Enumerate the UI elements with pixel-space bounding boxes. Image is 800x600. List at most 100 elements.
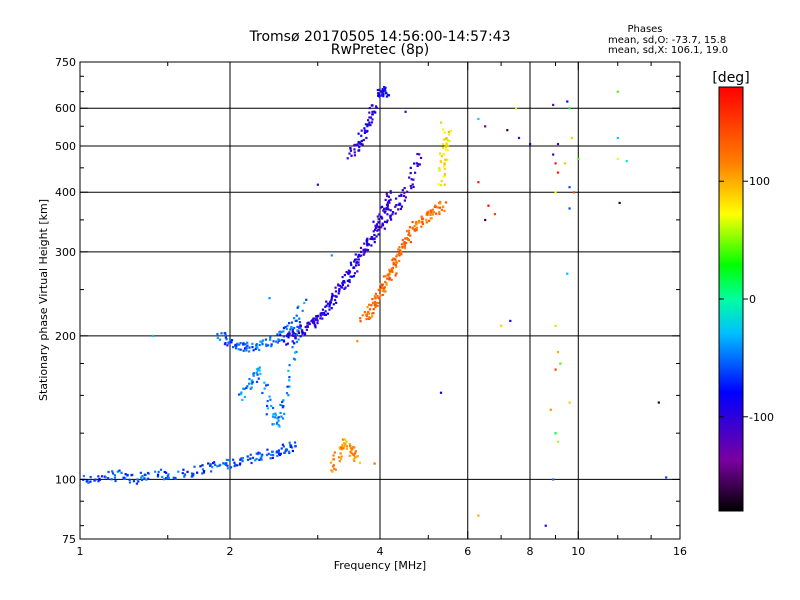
data-point: [274, 412, 277, 415]
data-point: [411, 227, 415, 230]
data-point: [247, 382, 251, 385]
data-point: [328, 308, 331, 311]
data-point: [345, 270, 348, 274]
data-point: [373, 462, 376, 465]
data-point: [332, 465, 335, 468]
data-point: [373, 300, 377, 304]
data-point: [366, 248, 370, 252]
data-point: [260, 341, 264, 344]
data-point: [268, 297, 271, 300]
data-point: [403, 241, 406, 244]
data-point: [568, 401, 571, 404]
data-point: [563, 162, 567, 165]
data-point: [202, 471, 205, 474]
data-point: [259, 372, 262, 375]
data-point: [271, 456, 274, 460]
data-point: [349, 261, 353, 264]
data-point: [294, 445, 297, 448]
data-point: [405, 241, 408, 245]
data-point: [350, 263, 353, 267]
data-point: [181, 472, 184, 475]
data-point: [388, 278, 391, 281]
data-point: [438, 206, 441, 209]
data-point: [239, 341, 242, 345]
data-point: [273, 416, 276, 419]
data-point: [366, 129, 369, 132]
data-point: [394, 197, 398, 200]
data-point: [314, 318, 317, 321]
data-point: [291, 446, 294, 449]
data-point: [277, 416, 280, 419]
data-point: [403, 199, 407, 202]
data-point: [337, 283, 340, 286]
data-point: [334, 468, 338, 471]
data-point: [246, 455, 249, 458]
data-point: [370, 244, 373, 247]
data-point: [276, 417, 279, 420]
data-point: [244, 343, 247, 346]
data-point: [330, 307, 333, 310]
data-point: [417, 221, 420, 224]
data-point: [316, 319, 319, 322]
data-point: [363, 131, 366, 134]
y-tick-label: 75: [62, 533, 76, 546]
data-point: [372, 230, 375, 233]
data-point: [126, 473, 129, 477]
data-point: [434, 204, 437, 207]
data-point: [246, 341, 249, 344]
data-point: [370, 304, 373, 307]
data-point: [420, 225, 423, 228]
data-point: [111, 470, 114, 473]
data-point: [399, 249, 402, 252]
data-point: [554, 191, 557, 194]
data-point: [270, 343, 273, 346]
data-point: [440, 180, 443, 183]
data-point: [444, 158, 447, 161]
data-point: [260, 455, 263, 458]
data-point: [249, 457, 252, 460]
data-point: [425, 218, 428, 221]
data-point: [291, 449, 294, 453]
data-point: [353, 151, 356, 154]
data-point: [556, 171, 560, 174]
data-point: [438, 168, 441, 171]
data-point: [487, 204, 490, 207]
data-point: [275, 422, 278, 425]
legend-line-x: mean, sd,X: 106.1, 19.0: [608, 45, 728, 56]
data-point: [340, 446, 343, 449]
data-point: [410, 187, 413, 190]
data-point: [334, 290, 338, 293]
data-point: [377, 233, 380, 236]
data-point: [359, 246, 363, 249]
data-point: [182, 468, 185, 471]
data-point: [383, 207, 386, 210]
data-point: [372, 311, 375, 315]
data-point: [98, 477, 101, 481]
data-point: [287, 336, 290, 339]
data-point: [442, 138, 445, 141]
data-point: [338, 284, 342, 287]
data-point: [157, 470, 160, 474]
data-point: [280, 447, 283, 450]
data-point: [387, 94, 390, 97]
data-point: [316, 322, 319, 325]
data-point: [293, 326, 296, 330]
data-point: [338, 460, 341, 463]
data-point: [386, 203, 389, 206]
data-point: [140, 478, 144, 482]
data-point: [420, 215, 423, 218]
data-point: [389, 218, 393, 221]
data-point: [343, 287, 346, 290]
data-point: [388, 276, 391, 280]
data-point: [97, 480, 100, 483]
data-point: [282, 445, 285, 448]
data-point: [291, 328, 295, 331]
data-point: [373, 241, 376, 244]
data-point: [407, 233, 410, 236]
data-point: [404, 110, 407, 113]
colorbar-label: [deg]: [712, 70, 749, 86]
data-point: [287, 369, 290, 372]
data-point: [342, 447, 345, 450]
data-point: [249, 453, 252, 456]
data-point: [447, 131, 451, 134]
